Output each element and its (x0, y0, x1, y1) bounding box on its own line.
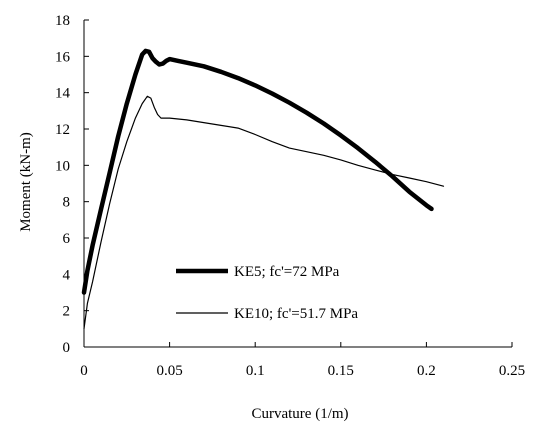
y-tick-label: 12 (55, 122, 70, 138)
y-tick-label: 0 (63, 340, 71, 356)
legend: KE5; fc'=72 MPa KE10; fc'=51.7 MPa (176, 264, 358, 322)
y-axis-title: Moment (kN-m) (18, 132, 34, 232)
x-tick-label: 0.05 (156, 363, 182, 379)
x-tick-label: 0 (80, 363, 88, 379)
y-tick-label: 14 (55, 86, 71, 102)
x-axis-ticks: 0 0.05 0.1 0.15 0.2 0.25 (80, 342, 525, 379)
y-tick-label: 2 (63, 304, 71, 320)
legend-label-ke10: KE10; fc'=51.7 MPa (234, 306, 358, 322)
x-tick-label: 0.1 (246, 363, 265, 379)
y-tick-label: 8 (63, 195, 71, 211)
y-tick-label: 4 (63, 267, 71, 283)
legend-label-ke5: KE5; fc'=72 MPa (234, 264, 340, 280)
x-tick-label: 0.25 (499, 363, 525, 379)
y-tick-label: 6 (63, 231, 71, 247)
series-line-ke10 (83, 95, 445, 330)
axes (83, 20, 512, 348)
y-tick-label: 16 (55, 49, 71, 65)
x-tick-label: 0.2 (417, 363, 436, 379)
y-tick-label: 10 (55, 158, 70, 174)
series-layer (81, 48, 445, 330)
y-axis-ticks: 0 2 4 6 8 10 12 14 16 18 (55, 13, 89, 356)
y-tick-label: 18 (55, 13, 70, 29)
x-tick-label: 0.15 (328, 363, 354, 379)
x-axis-title: Curvature (1/m) (251, 406, 348, 422)
series-line-ke5 (81, 48, 434, 295)
